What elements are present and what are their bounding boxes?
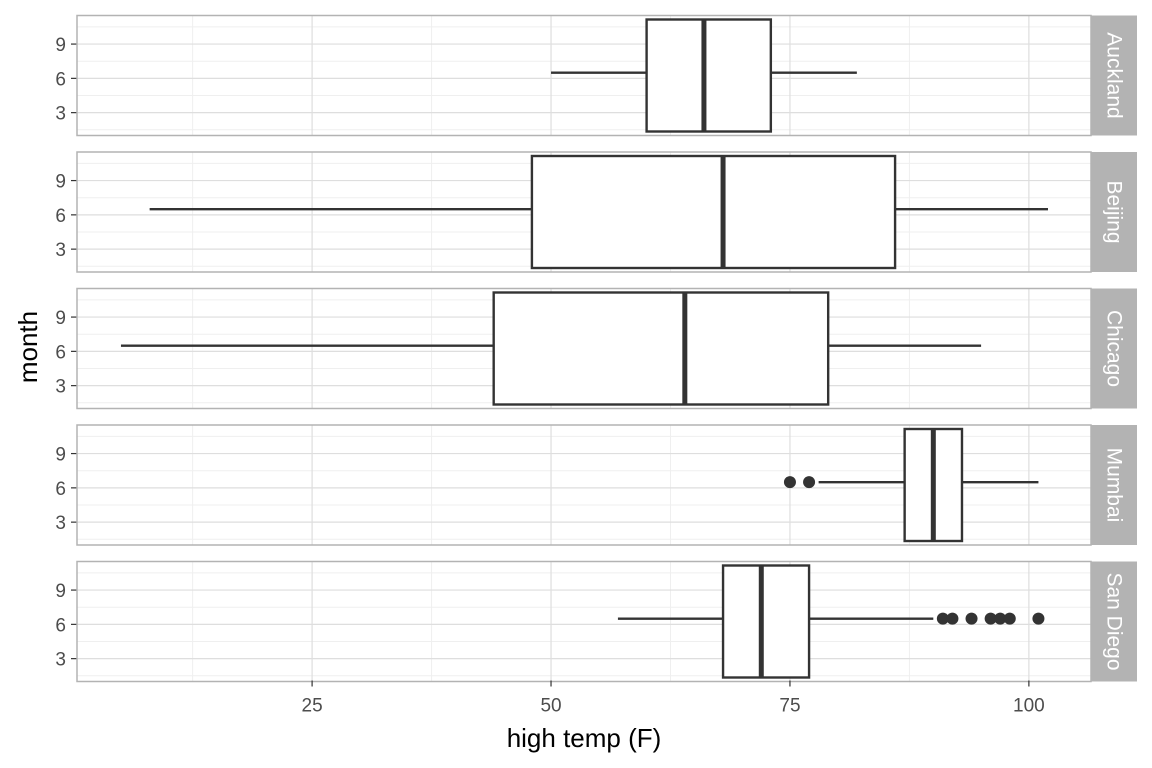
x-axis: 25 50 75 100 bbox=[302, 680, 1045, 717]
outlier-point bbox=[946, 612, 959, 625]
y-tick-label: 6 bbox=[55, 615, 66, 636]
facet-strip bbox=[1091, 561, 1137, 682]
facet-strip-label: Beijing bbox=[1103, 180, 1126, 243]
facet-strip bbox=[1091, 425, 1137, 545]
y-tick-label: 3 bbox=[55, 240, 66, 261]
x-tick-label: 75 bbox=[779, 696, 800, 717]
y-tick-label: 3 bbox=[55, 104, 66, 125]
outlier-point bbox=[965, 612, 978, 625]
box-iqr bbox=[645, 18, 773, 133]
box-iqr bbox=[721, 564, 811, 679]
panels-layer: 3 6 9 Auckland 3 6 9 Beijing 3 6 9 Chicago 3 6 9 Mumbai… bbox=[55, 14, 1137, 683]
facet-strip bbox=[1091, 152, 1137, 272]
outlier-point bbox=[1003, 612, 1016, 625]
x-tick-label: 25 bbox=[302, 696, 323, 717]
y-tick-label: 6 bbox=[55, 69, 66, 90]
y-tick-label: 9 bbox=[55, 581, 66, 602]
facet-panel: 3 6 9 Mumbai bbox=[55, 424, 1137, 546]
facet-strip-label: Chicago bbox=[1103, 310, 1126, 387]
outlier-point bbox=[994, 612, 1007, 625]
y-tick-label: 9 bbox=[55, 35, 66, 56]
y-tick-label: 3 bbox=[55, 513, 66, 534]
x-axis-title: high temp (F) bbox=[507, 723, 662, 753]
facet-strip-label: San Diego bbox=[1103, 572, 1126, 670]
panel-background bbox=[77, 15, 1091, 136]
y-axis-title: month bbox=[13, 311, 43, 383]
facet-panel: 3 6 9 San Diego bbox=[55, 560, 1137, 683]
facet-panel: 3 6 9 Beijing bbox=[55, 151, 1137, 273]
y-tick-label: 9 bbox=[55, 445, 66, 466]
outlier-point bbox=[984, 612, 997, 625]
facet-strip bbox=[1091, 288, 1137, 409]
outlier-point bbox=[783, 476, 796, 489]
y-tick-label: 9 bbox=[55, 172, 66, 193]
facet-panel: 3 6 9 Chicago bbox=[55, 287, 1137, 410]
x-tick-label: 50 bbox=[540, 696, 561, 717]
y-tick-label: 3 bbox=[55, 650, 66, 671]
facet-strip-label: Auckland bbox=[1103, 32, 1126, 118]
outlier-point bbox=[936, 612, 949, 625]
facet-panel: 3 6 9 Auckland bbox=[55, 14, 1137, 137]
outlier-point bbox=[1032, 612, 1045, 625]
y-tick-label: 9 bbox=[55, 308, 66, 329]
outlier-point bbox=[803, 476, 816, 489]
facet-strip bbox=[1091, 15, 1137, 136]
box-iqr bbox=[492, 291, 830, 406]
panel-background bbox=[77, 561, 1091, 682]
box-iqr bbox=[530, 154, 897, 270]
y-tick-label: 6 bbox=[55, 479, 66, 500]
y-tick-label: 3 bbox=[55, 377, 66, 398]
x-tick-label: 100 bbox=[1013, 696, 1045, 717]
facet-strip-label: Mumbai bbox=[1103, 448, 1126, 523]
y-tick-label: 6 bbox=[55, 206, 66, 227]
y-tick-label: 6 bbox=[55, 342, 66, 363]
